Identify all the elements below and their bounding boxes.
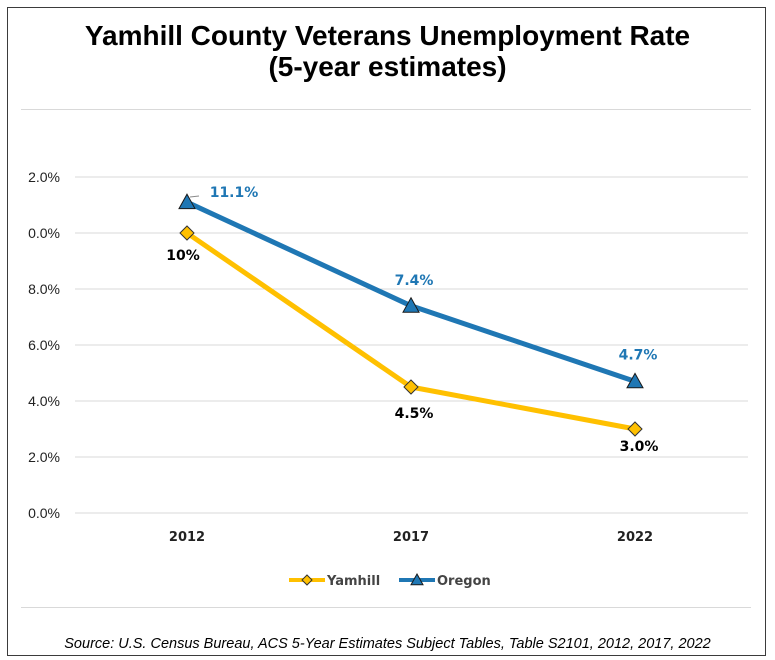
chart-frame [7, 7, 766, 656]
data-label-oregon: 7.4% [395, 273, 434, 289]
data-point-oregon [402, 296, 420, 313]
data-label-oregon: 11.1% [210, 185, 259, 201]
title-divider [21, 109, 751, 110]
x-tick-label: 2012 [169, 530, 205, 545]
y-tick-label: 6.0% [28, 337, 60, 353]
legend-marker-oregon [410, 572, 424, 586]
footer-divider [21, 607, 751, 608]
y-tick-label: 0.0% [28, 225, 60, 241]
data-label-yamhill: 4.5% [395, 406, 434, 422]
data-point-yamhill [403, 379, 419, 395]
series-line-oregon [184, 199, 638, 384]
chart-title-line-1: Yamhill County Veterans Unemployment Rat… [84, 20, 691, 51]
data-point-yamhill [179, 225, 195, 241]
y-tick-label: 2.0% [28, 169, 60, 185]
data-label-leader [189, 195, 200, 198]
legend-label-oregon: Oregon [437, 574, 491, 589]
y-tick-label: 8.0% [28, 281, 60, 297]
data-point-yamhill [627, 421, 643, 437]
chart-title: Yamhill County Veterans Unemployment Rat… [0, 20, 775, 82]
y-tick-label: 2.0% [28, 449, 60, 465]
data-label-yamhill: 3.0% [620, 439, 659, 455]
data-point-oregon [178, 193, 196, 210]
chart-title-line-2: (5-year estimates) [268, 51, 507, 82]
y-tick-label: 4.0% [28, 393, 60, 409]
chart-source-note: Source: U.S. Census Bureau, ACS 5-Year E… [64, 636, 711, 652]
x-tick-label: 2022 [617, 530, 653, 545]
series-line-yamhill [184, 230, 638, 432]
x-tick-label: 2017 [393, 530, 429, 545]
legend-label-yamhill: Yamhill [326, 574, 380, 589]
legend-marker-yamhill [301, 574, 313, 586]
y-tick-label: 0.0% [28, 505, 60, 521]
data-label-oregon: 4.7% [619, 347, 658, 363]
data-label-yamhill: 10% [166, 248, 200, 264]
data-point-oregon [626, 372, 644, 389]
